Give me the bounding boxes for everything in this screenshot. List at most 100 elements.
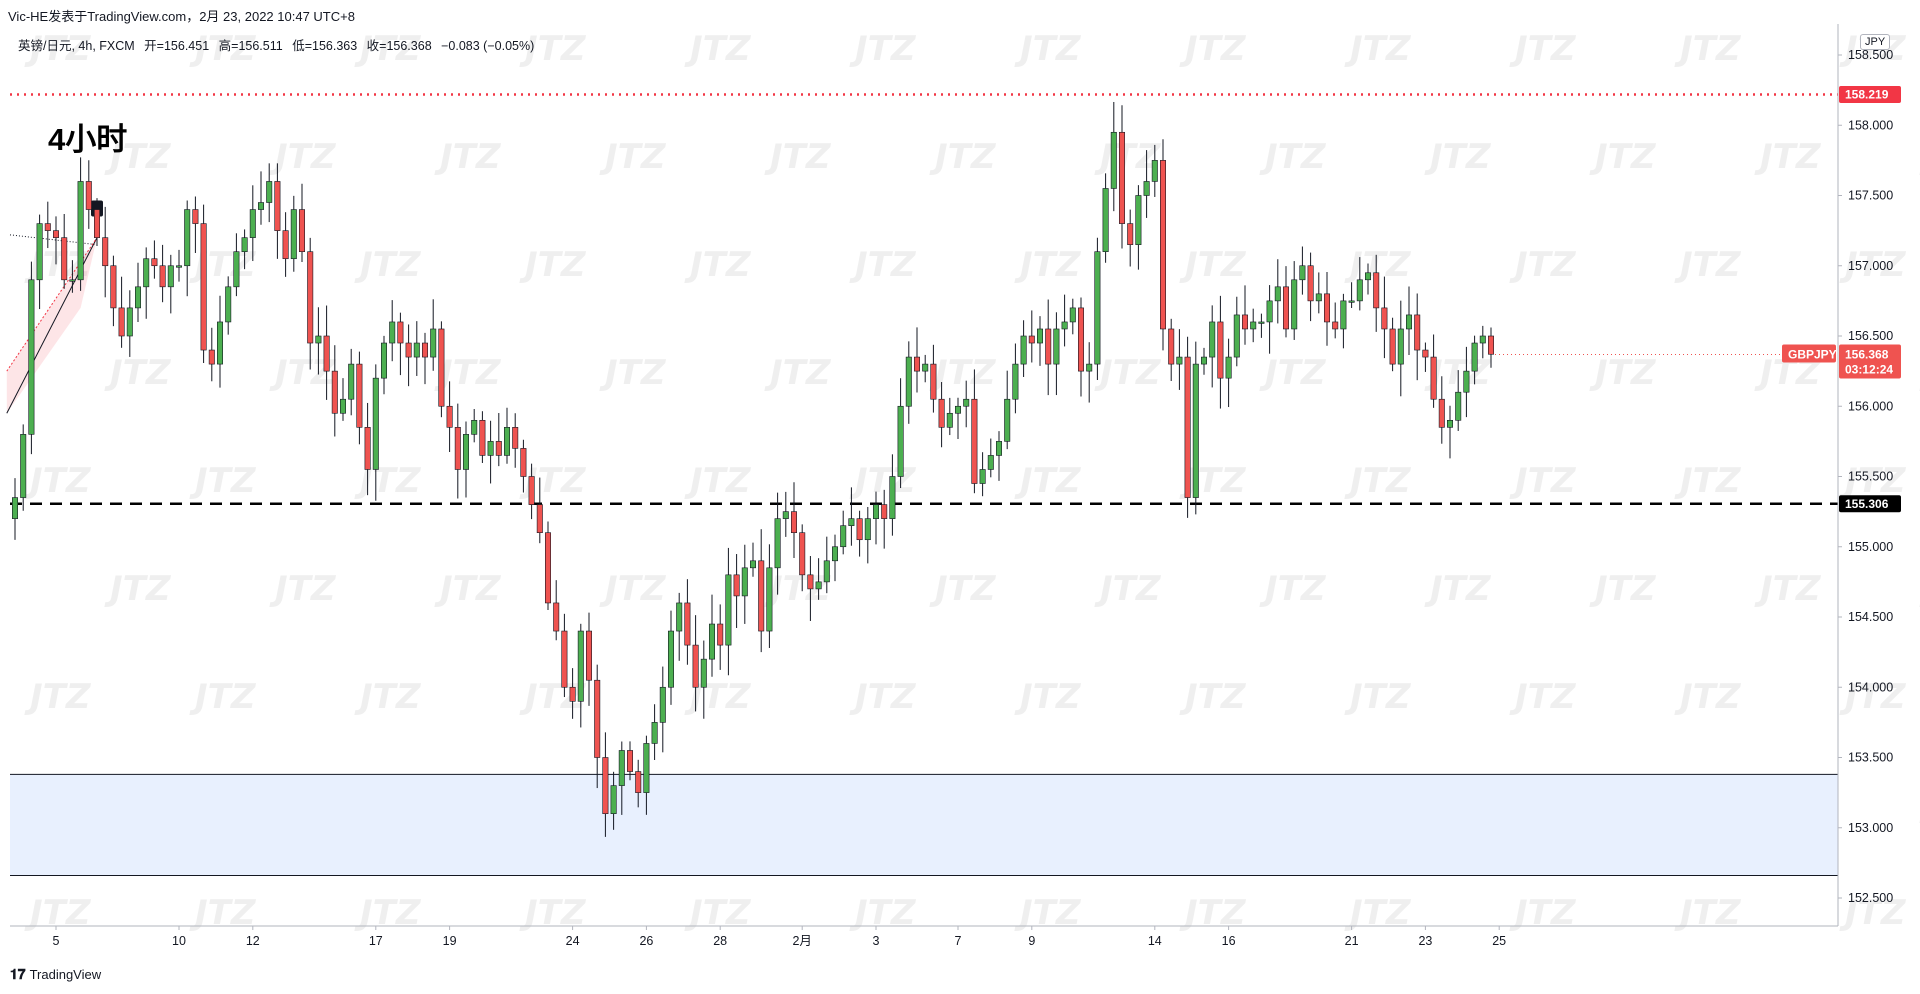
candle-down: [331, 345, 338, 437]
candle-body: [1184, 356, 1191, 498]
candle-up: [1094, 237, 1101, 381]
candle-body: [421, 342, 428, 358]
candle-down: [102, 206, 109, 298]
candle-up: [1233, 296, 1240, 367]
candle-down: [881, 489, 888, 549]
candle-body: [1406, 314, 1413, 330]
candle-body: [28, 279, 35, 435]
candle-up: [389, 300, 396, 362]
watermark-text: JTZ: [1259, 569, 1327, 609]
current-price-badge: [1839, 344, 1901, 379]
candle-body: [52, 230, 59, 238]
candle-body: [323, 335, 330, 372]
candle-body: [266, 181, 273, 203]
x-tick-label: 16: [1222, 934, 1236, 948]
candle-body: [274, 181, 281, 231]
candle-body: [544, 532, 551, 604]
candle-body: [1119, 131, 1126, 224]
candle-up: [12, 478, 19, 540]
candle-body: [495, 441, 502, 456]
candle-down: [438, 321, 445, 418]
tradingview-brand[interactable]: 𝟏𝟕 TradingView: [10, 966, 101, 983]
watermark-text: JTZ: [599, 353, 667, 393]
candle-body: [1192, 363, 1199, 498]
price-axis[interactable]: 158.500 158.000 157.500 157.000 156.500 156.0…: [1838, 48, 1893, 905]
x-tick-label: 9: [1028, 934, 1035, 948]
watermark-text: JTZ: [849, 461, 917, 501]
currency-badge[interactable]: JPY: [1860, 34, 1891, 50]
candle-body: [61, 237, 68, 281]
watermark-text: JTZ: [1014, 461, 1082, 501]
watermark-text: JTZ: [434, 353, 502, 393]
watermark-text: JTZ: [1094, 137, 1162, 177]
x-tick-label: 24: [566, 934, 580, 948]
candle-down: [1381, 276, 1388, 359]
candle-up: [741, 544, 748, 624]
candle-body: [938, 398, 945, 428]
candle-down: [1160, 139, 1167, 351]
candle-body: [233, 251, 240, 288]
candle-down: [553, 580, 560, 641]
watermark-text: JTZ: [1674, 461, 1742, 501]
y-tick-label: 153.500: [1848, 751, 1893, 765]
watermark-text: JTZ: [1839, 893, 1907, 933]
publisher-header: Vic-HE发表于TradingView.com，2月 23, 2022 10:…: [8, 9, 355, 24]
candle-up: [897, 378, 904, 489]
watermark-text: JTZ: [1424, 137, 1492, 177]
trend-line-dotted: [6, 237, 98, 372]
candle-body: [380, 342, 387, 379]
watermark-text: JTZ: [24, 677, 92, 717]
candle-down: [1373, 254, 1380, 332]
candle-body: [1414, 314, 1421, 351]
y-tick-label: 154.500: [1848, 610, 1893, 624]
watermark-text: JTZ: [1094, 569, 1162, 609]
candle-body: [749, 560, 756, 569]
candle-body: [1488, 335, 1495, 355]
candle-body: [602, 757, 609, 815]
watermark-text: JTZ: [1674, 893, 1742, 933]
candle-down: [356, 351, 363, 445]
candle-up: [1397, 300, 1404, 397]
y-tick-label: 154.000: [1848, 680, 1893, 694]
candle-body: [12, 497, 19, 519]
y-tick-label: 157.000: [1848, 259, 1893, 273]
candle-down: [159, 244, 166, 303]
candle-up: [618, 741, 625, 815]
candle-body: [1381, 307, 1388, 330]
candle-up: [126, 290, 133, 357]
candle-up: [815, 558, 822, 600]
candle-body: [725, 574, 732, 646]
candle-body: [110, 265, 117, 309]
candle-body: [1135, 195, 1142, 245]
candle-down: [569, 668, 576, 719]
candle-body: [577, 630, 584, 702]
candle-up: [1110, 101, 1117, 212]
watermark-text: JTZ: [599, 569, 667, 609]
candle-body: [307, 251, 314, 344]
time-axis[interactable]: 5 10 12 17 19 24 26 28 2月 3 7 9 14 16 21 23 25: [53, 926, 1507, 948]
candle-down: [799, 524, 806, 592]
candle-body: [1397, 328, 1404, 365]
candle-body: [1340, 300, 1347, 330]
legend-change: −0.083 (−0.05%): [441, 39, 535, 53]
brand-name: TradingView: [29, 967, 102, 982]
candle-body: [963, 398, 970, 407]
y-tick-label: 156.500: [1848, 329, 1893, 343]
candle-down: [1028, 310, 1035, 363]
watermark-text: JTZ: [1589, 569, 1657, 609]
candle-body: [922, 363, 929, 372]
candle-body: [102, 237, 109, 267]
candle-body: [913, 356, 920, 372]
candle-down: [1324, 271, 1331, 346]
watermark-text: JTZ: [1014, 677, 1082, 717]
watermark-text: JTZ: [104, 569, 172, 609]
candle-body: [766, 567, 773, 632]
candle-up: [233, 233, 240, 297]
demand-zone: [10, 774, 1838, 876]
candle-up: [1406, 286, 1413, 355]
watermark-text: JTZ: [684, 461, 752, 501]
candle-up: [1209, 305, 1216, 388]
candle-down: [323, 305, 330, 400]
candle-up: [225, 276, 232, 335]
